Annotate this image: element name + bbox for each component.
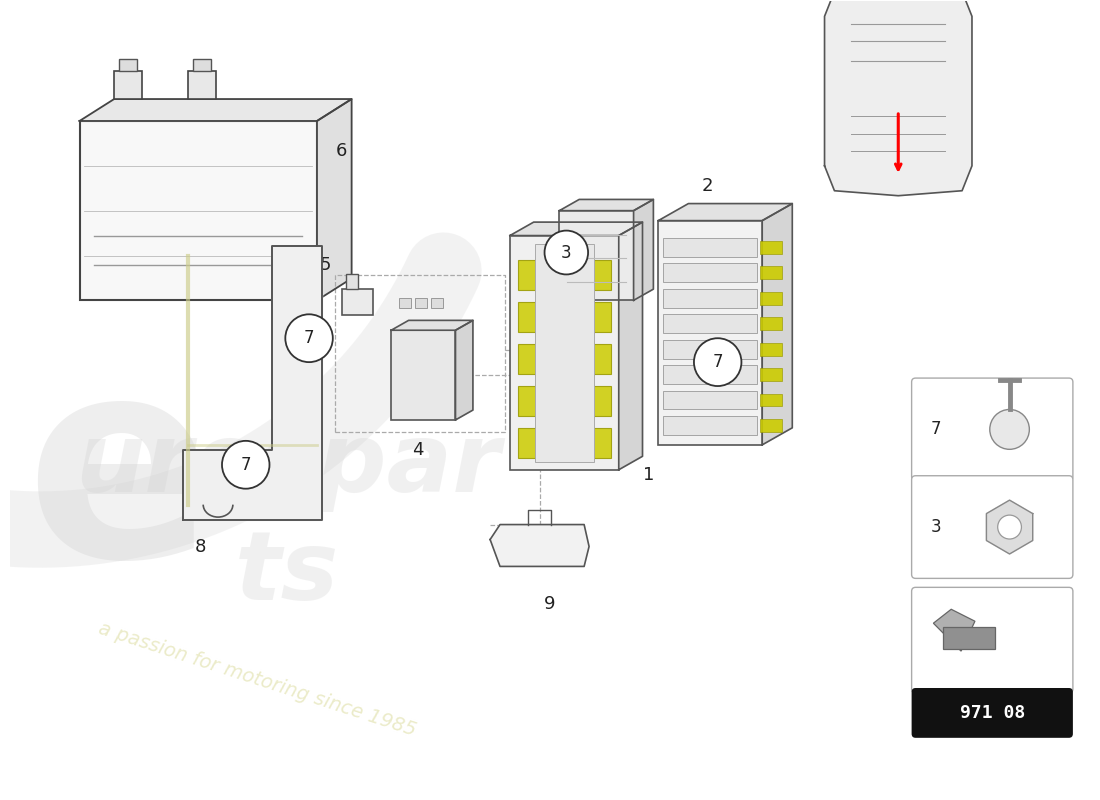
Text: 9: 9 [543, 595, 556, 614]
Polygon shape [510, 222, 642, 235]
Bar [658, 221, 762, 445]
FancyBboxPatch shape [912, 476, 1072, 578]
FancyBboxPatch shape [912, 587, 1072, 693]
Text: 2: 2 [702, 177, 714, 194]
Text: e: e [25, 345, 213, 614]
FancyBboxPatch shape [912, 688, 1072, 738]
Text: urospar
ts: urospar ts [75, 419, 499, 620]
Polygon shape [392, 320, 473, 330]
Bar [663, 238, 757, 257]
Bar [760, 394, 782, 406]
Circle shape [998, 515, 1022, 539]
Polygon shape [317, 99, 352, 300]
Bar [663, 365, 757, 384]
Text: 971 08: 971 08 [959, 704, 1025, 722]
Bar [560, 210, 634, 300]
Bar [415, 298, 427, 308]
Circle shape [694, 338, 741, 386]
Bar [345, 274, 358, 290]
Bar [518, 261, 611, 290]
Circle shape [222, 441, 270, 489]
Bar [119, 59, 136, 71]
Polygon shape [618, 222, 642, 470]
Polygon shape [184, 246, 322, 519]
Bar [760, 241, 782, 254]
Text: 8: 8 [195, 538, 206, 557]
Bar [760, 368, 782, 381]
Text: a passion for motoring since 1985: a passion for motoring since 1985 [97, 618, 419, 739]
Bar [663, 340, 757, 358]
Bar [535, 243, 594, 462]
Polygon shape [560, 199, 653, 210]
Bar [392, 330, 455, 420]
Bar [760, 318, 782, 330]
Bar [510, 235, 618, 470]
Bar [663, 263, 757, 282]
Bar [760, 292, 782, 305]
Text: 7: 7 [241, 456, 251, 474]
Bar [663, 289, 757, 308]
Polygon shape [634, 199, 653, 300]
Bar [518, 386, 611, 416]
Polygon shape [79, 99, 352, 121]
Text: 1: 1 [642, 466, 654, 484]
Bar [194, 59, 211, 71]
Bar [760, 419, 782, 432]
Text: 7: 7 [931, 420, 940, 438]
Bar [188, 71, 216, 99]
Polygon shape [455, 320, 473, 420]
Bar [663, 314, 757, 334]
Polygon shape [491, 525, 590, 566]
Bar [342, 290, 373, 315]
Bar [518, 344, 611, 374]
Circle shape [285, 314, 333, 362]
Text: 3: 3 [561, 243, 572, 262]
Bar [663, 416, 757, 435]
Bar [399, 298, 411, 308]
Bar [79, 121, 317, 300]
Bar [431, 298, 442, 308]
Polygon shape [987, 500, 1033, 554]
Bar [518, 428, 611, 458]
Bar [760, 342, 782, 356]
Text: 3: 3 [931, 518, 940, 536]
Text: 7: 7 [713, 353, 723, 371]
Polygon shape [658, 203, 792, 221]
Bar [518, 302, 611, 332]
Circle shape [990, 410, 1030, 450]
Bar [944, 627, 994, 649]
Bar [760, 266, 782, 279]
Text: 5: 5 [319, 257, 331, 274]
Polygon shape [934, 610, 975, 651]
Text: 7: 7 [304, 330, 315, 347]
Bar [663, 390, 757, 410]
Polygon shape [762, 203, 792, 445]
Text: 4: 4 [412, 441, 424, 459]
Polygon shape [825, 0, 972, 196]
Text: 6: 6 [336, 142, 348, 160]
Bar [114, 71, 142, 99]
FancyBboxPatch shape [912, 378, 1072, 481]
Circle shape [544, 230, 588, 274]
